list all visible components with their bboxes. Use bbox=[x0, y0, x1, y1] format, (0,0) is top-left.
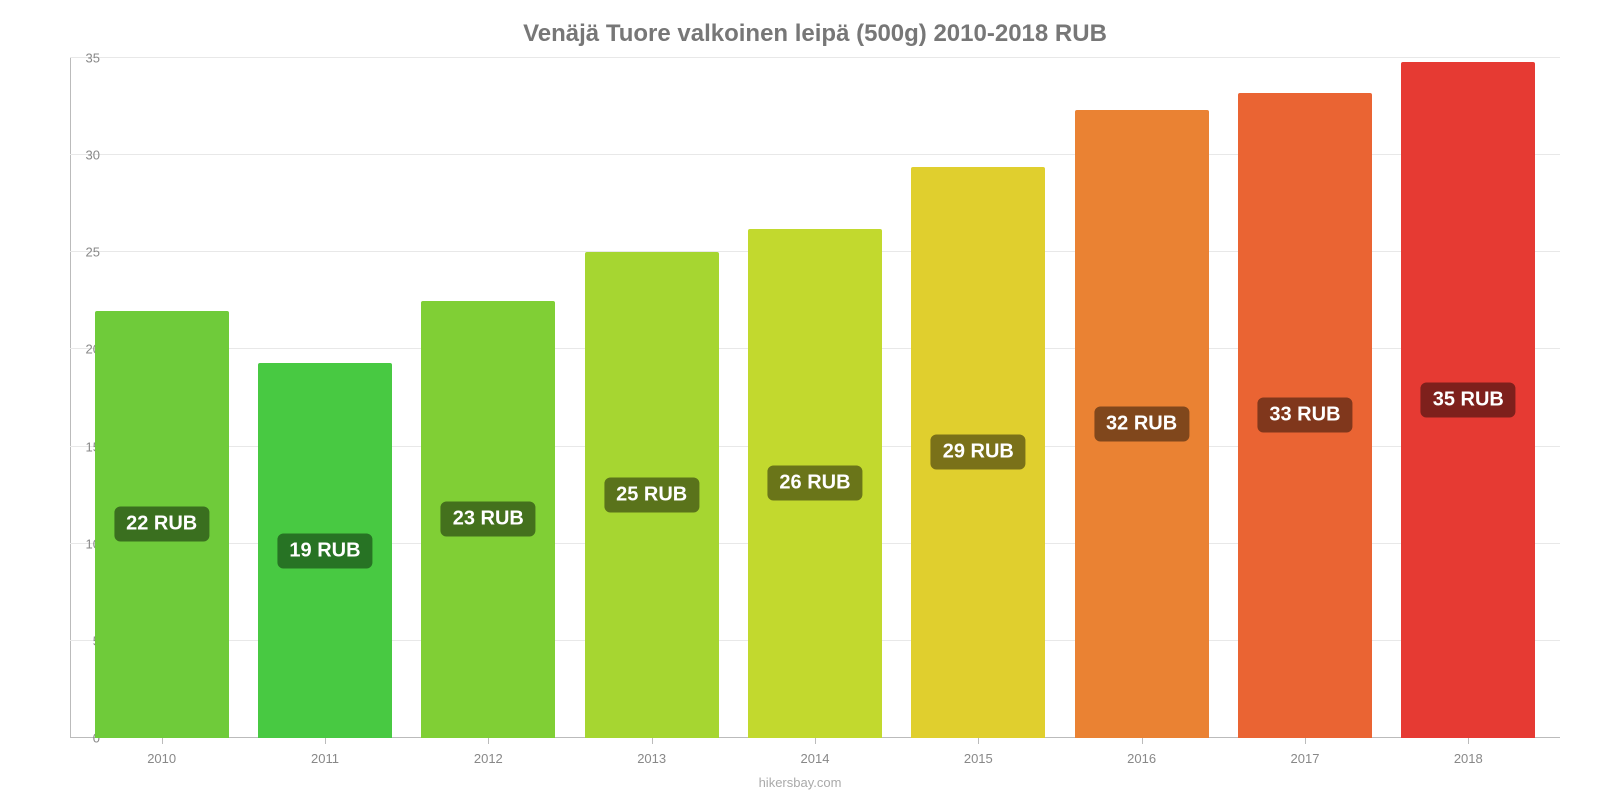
bar-slot: 25 RUB bbox=[570, 58, 733, 738]
bar-value-label: 29 RUB bbox=[931, 435, 1026, 470]
bar: 35 RUB bbox=[1401, 62, 1535, 738]
x-tick-mark bbox=[1305, 738, 1306, 744]
x-axis-labels: 201020112012201320142015201620172018 bbox=[70, 751, 1560, 766]
bar: 33 RUB bbox=[1238, 93, 1372, 738]
x-tick-label: 2010 bbox=[80, 751, 243, 766]
bar-value-label: 26 RUB bbox=[767, 466, 862, 501]
footer-credit: hikersbay.com bbox=[0, 775, 1600, 790]
bar: 26 RUB bbox=[748, 229, 882, 738]
bars-container: 22 RUB 19 RUB 23 RUB 25 RUB 26 RUB 29 RUB 32 R… bbox=[70, 58, 1560, 738]
bar-value-label: 19 RUB bbox=[277, 533, 372, 568]
x-tick-label: 2011 bbox=[243, 751, 406, 766]
bar-slot: 29 RUB bbox=[897, 58, 1060, 738]
bar-value-label: 23 RUB bbox=[441, 502, 536, 537]
x-tick-label: 2014 bbox=[733, 751, 896, 766]
chart-title: Venäjä Tuore valkoinen leipä (500g) 2010… bbox=[70, 20, 1560, 48]
bar: 29 RUB bbox=[911, 167, 1045, 738]
bar-value-label: 25 RUB bbox=[604, 478, 699, 513]
bar-value-label: 35 RUB bbox=[1421, 382, 1516, 417]
x-tick-label: 2015 bbox=[897, 751, 1060, 766]
x-tick-label: 2016 bbox=[1060, 751, 1223, 766]
bar-slot: 19 RUB bbox=[243, 58, 406, 738]
bar: 19 RUB bbox=[258, 363, 392, 738]
x-tick-mark bbox=[325, 738, 326, 744]
bar: 23 RUB bbox=[421, 301, 555, 738]
bar-value-label: 32 RUB bbox=[1094, 407, 1189, 442]
bar-slot: 22 RUB bbox=[80, 58, 243, 738]
bar-slot: 23 RUB bbox=[407, 58, 570, 738]
bar: 22 RUB bbox=[95, 311, 229, 738]
bar: 32 RUB bbox=[1075, 110, 1209, 738]
x-tick-mark bbox=[162, 738, 163, 744]
bar-chart: Venäjä Tuore valkoinen leipä (500g) 2010… bbox=[0, 0, 1600, 800]
x-tick-mark bbox=[1142, 738, 1143, 744]
bar: 25 RUB bbox=[585, 252, 719, 738]
x-tick-label: 2012 bbox=[407, 751, 570, 766]
bar-value-label: 33 RUB bbox=[1257, 398, 1352, 433]
x-tick-mark bbox=[1468, 738, 1469, 744]
x-tick-mark bbox=[488, 738, 489, 744]
x-tick-mark bbox=[978, 738, 979, 744]
x-tick-label: 2017 bbox=[1223, 751, 1386, 766]
bar-slot: 32 RUB bbox=[1060, 58, 1223, 738]
x-tick-label: 2013 bbox=[570, 751, 733, 766]
bar-slot: 33 RUB bbox=[1223, 58, 1386, 738]
bar-slot: 26 RUB bbox=[733, 58, 896, 738]
bar-slot: 35 RUB bbox=[1387, 58, 1550, 738]
plot-area: 05101520253035 22 RUB19 RUB23 RUB25 RUB2… bbox=[70, 58, 1560, 738]
x-tick-mark bbox=[815, 738, 816, 744]
bar-value-label: 22 RUB bbox=[114, 507, 209, 542]
x-tick-mark bbox=[652, 738, 653, 744]
x-tick-label: 2018 bbox=[1387, 751, 1550, 766]
